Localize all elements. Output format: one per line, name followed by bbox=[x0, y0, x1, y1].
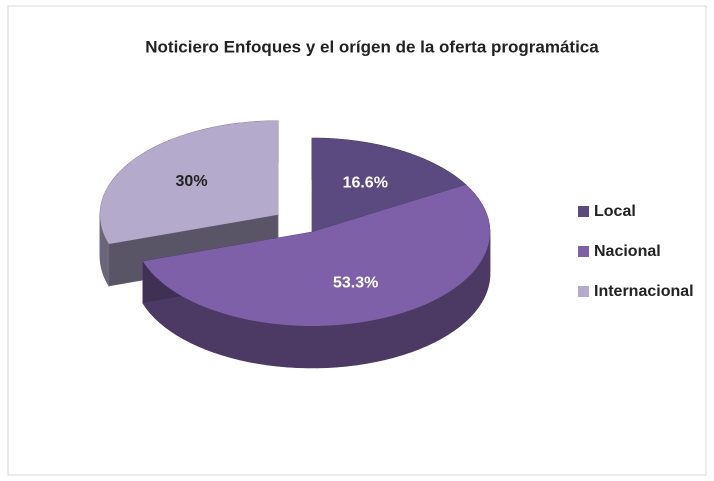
slice-side bbox=[317, 325, 328, 369]
legend-label: Nacional bbox=[594, 243, 661, 260]
slice-side bbox=[477, 259, 482, 309]
slice-side bbox=[239, 317, 250, 363]
slice-side bbox=[483, 250, 487, 298]
slice-side bbox=[459, 279, 466, 327]
slice-top bbox=[142, 184, 490, 326]
slice-side bbox=[277, 323, 288, 368]
slice-side bbox=[267, 322, 279, 367]
pie-slice bbox=[142, 184, 491, 369]
slice-side bbox=[481, 255, 485, 303]
slice-side bbox=[221, 312, 232, 359]
slice-side bbox=[307, 325, 318, 369]
slice-side bbox=[433, 296, 442, 343]
slice-side bbox=[205, 306, 215, 353]
slice-side bbox=[418, 303, 428, 350]
legend-swatch bbox=[578, 246, 589, 257]
slice-side bbox=[346, 322, 357, 367]
slice-side bbox=[197, 303, 206, 350]
slice-side bbox=[183, 296, 191, 344]
slice-side bbox=[258, 321, 269, 366]
slice-side bbox=[426, 299, 435, 347]
data-label: 30% bbox=[176, 173, 208, 190]
slice-side bbox=[190, 300, 199, 347]
slice-side bbox=[176, 292, 184, 340]
slice-side bbox=[297, 325, 308, 369]
slice-side bbox=[327, 324, 338, 368]
slice-side bbox=[287, 324, 298, 369]
slice-side bbox=[248, 319, 259, 365]
slice-side bbox=[375, 317, 386, 363]
legend-label: Internacional bbox=[594, 283, 694, 300]
slice-side bbox=[410, 306, 420, 353]
slice-side bbox=[474, 264, 479, 314]
slice-side bbox=[393, 312, 403, 358]
slice-side bbox=[469, 269, 475, 319]
slice-side bbox=[453, 283, 461, 332]
slice-top bbox=[312, 138, 466, 232]
slice-side bbox=[402, 309, 412, 356]
pie-slice bbox=[99, 120, 279, 288]
slice-side bbox=[356, 321, 367, 366]
data-label: 16.6% bbox=[343, 174, 388, 191]
legend-swatch bbox=[578, 286, 589, 297]
chart-title: Noticiero Enfoques y el orígen de la ofe… bbox=[145, 37, 599, 56]
slice-side bbox=[365, 319, 376, 364]
slice-side bbox=[464, 274, 471, 323]
data-label: 53.3% bbox=[333, 275, 378, 292]
slice-side bbox=[230, 315, 241, 361]
slice-side bbox=[447, 288, 455, 336]
slice-side bbox=[336, 323, 348, 368]
legend-label: Local bbox=[594, 203, 636, 220]
legend-swatch bbox=[578, 206, 589, 217]
slice-side bbox=[440, 292, 449, 340]
slice-side bbox=[213, 309, 223, 356]
slice-side bbox=[384, 315, 395, 361]
slice-top bbox=[99, 120, 278, 244]
